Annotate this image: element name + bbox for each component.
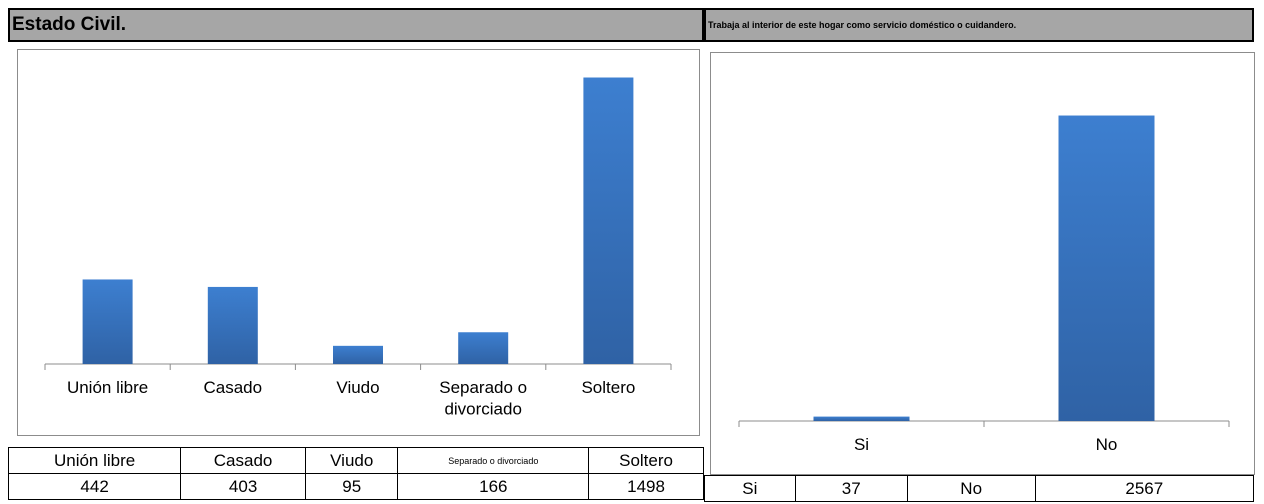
table-row: 442 403 95 166 1498: [7, 473, 704, 500]
table-header-cell: Casado: [180, 447, 306, 474]
marital-status-chart-svg: Unión libre Casado Viudo Separado o divorcia…: [44, 77, 672, 418]
domestic-service-chart-svg: Si No: [738, 115, 1230, 454]
x-tick-label: Soltero: [581, 378, 635, 397]
table-cell: 37: [794, 475, 908, 502]
bar: [333, 345, 383, 364]
x-tick-label: Separado o divorciado: [439, 378, 527, 418]
x-tick-label-line: Separado o: [439, 378, 527, 397]
table-cell: Si: [704, 475, 796, 502]
bar: [583, 77, 634, 364]
marital-status-table: Unión libre Casado Viudo Separado o divo…: [7, 447, 704, 500]
x-tick-label: Casado: [203, 378, 262, 397]
marital-status-title: Estado Civil.: [12, 14, 127, 35]
table-header-cell: Viudo: [304, 447, 399, 474]
x-tick-label-line: Viudo: [336, 378, 379, 397]
table-cell: 2567: [1034, 475, 1255, 502]
x-tick-label-line: Unión libre: [67, 378, 148, 397]
table-cell: 95: [304, 473, 399, 500]
table-row: Si 37 No 2567: [704, 475, 1255, 502]
marital-status-chart: Unión libre Casado Viudo Separado o divorcia…: [17, 49, 700, 436]
x-tick-label: Unión libre: [67, 378, 148, 397]
x-tick-label-line: No: [1096, 435, 1118, 454]
domestic-service-title: Trabaja al interior de este hogar como s…: [708, 20, 1017, 30]
table-cell: 403: [180, 473, 306, 500]
table-header-row: Unión libre Casado Viudo Separado o divo…: [7, 447, 704, 474]
x-tick-label-line: Soltero: [581, 378, 635, 397]
bar: [82, 279, 133, 364]
bar: [813, 416, 910, 421]
table-header-cell: Separado o divorciado: [397, 447, 590, 474]
bar: [458, 332, 509, 364]
bar: [207, 286, 258, 364]
domestic-service-header: Trabaja al interior de este hogar como s…: [704, 8, 1254, 42]
table-header-cell: Soltero: [588, 447, 704, 474]
marital-status-header: Estado Civil.: [8, 8, 704, 42]
x-tick-label-line: Si: [854, 435, 869, 454]
x-tick-label-line: Casado: [203, 378, 262, 397]
x-tick-label: Viudo: [336, 378, 379, 397]
bar: [1058, 115, 1155, 421]
table-cell: 442: [7, 473, 182, 500]
table-header-cell: Unión libre: [7, 447, 182, 474]
x-tick-label: No: [1096, 435, 1118, 454]
table-cell: 166: [397, 473, 590, 500]
table-cell: 1498: [588, 473, 704, 500]
x-tick-label: Si: [854, 435, 869, 454]
table-cell: No: [906, 475, 1036, 502]
domestic-service-table: Si 37 No 2567: [704, 475, 1255, 502]
domestic-service-chart: Si No: [710, 52, 1255, 475]
x-tick-label-line: divorciado: [444, 399, 522, 418]
